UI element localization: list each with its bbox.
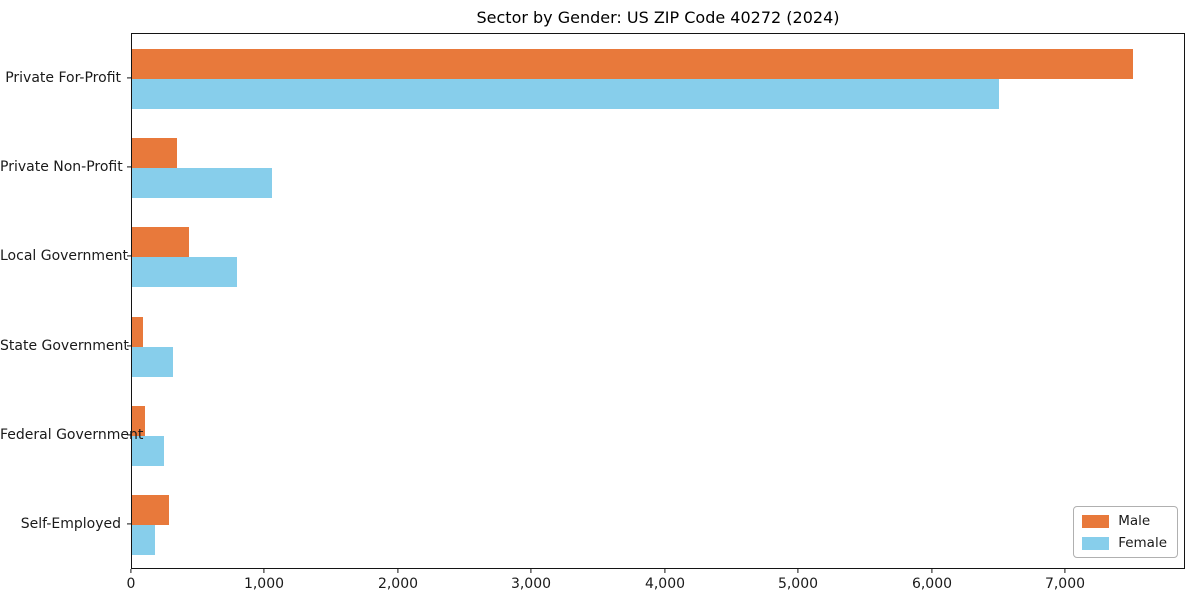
bar-male-self-employed	[132, 495, 169, 525]
legend-item-female: Female	[1082, 535, 1167, 551]
legend: Male Female	[1073, 506, 1178, 558]
plot-area: Male Female	[131, 33, 1185, 569]
legend-label: Male	[1118, 513, 1151, 529]
bar-male-state-government	[132, 317, 143, 347]
x-tick-mark	[931, 569, 933, 573]
x-tick-label: 4,000	[644, 576, 686, 592]
x-tick-mark	[263, 569, 265, 573]
legend-swatch-female	[1082, 536, 1110, 550]
y-tick-label: Private Non-Profit	[0, 159, 123, 175]
y-tick-label: Self-Employed	[20, 516, 121, 532]
y-tick-mark	[127, 166, 131, 168]
y-tick-label: Local Government	[0, 248, 129, 264]
x-tick-mark	[664, 569, 666, 573]
x-tick-label: 2,000	[377, 576, 419, 592]
bar-female-private-non-profit	[132, 168, 272, 198]
bar-female-state-government	[132, 347, 173, 377]
y-tick-label: Private For-Profit	[5, 70, 121, 86]
bar-male-private-for-profit	[132, 49, 1133, 79]
chart-title: Sector by Gender: US ZIP Code 40272 (202…	[476, 8, 840, 27]
y-tick-label: Federal Government	[0, 427, 144, 443]
bar-female-private-for-profit	[132, 79, 999, 109]
bar-male-federal-government	[132, 406, 145, 436]
x-tick-mark	[397, 569, 399, 573]
x-tick-label: 5,000	[777, 576, 819, 592]
x-tick-label: 3,000	[510, 576, 552, 592]
x-tick-mark	[530, 569, 532, 573]
y-tick-mark	[127, 345, 131, 347]
x-tick-label: 6,000	[911, 576, 953, 592]
bar-male-private-non-profit	[132, 138, 177, 168]
x-tick-mark	[797, 569, 799, 573]
x-tick-label: 0	[126, 576, 136, 592]
legend-item-male: Male	[1082, 513, 1167, 529]
x-tick-mark	[1064, 569, 1066, 573]
y-tick-mark	[127, 523, 131, 525]
legend-label: Female	[1118, 535, 1167, 551]
legend-swatch-male	[1082, 514, 1110, 528]
y-tick-mark	[127, 255, 131, 257]
y-tick-label: State Government	[0, 338, 129, 354]
y-tick-mark	[127, 434, 131, 436]
bar-female-local-government	[132, 257, 237, 287]
y-tick-mark	[127, 77, 131, 79]
x-tick-mark	[130, 569, 132, 573]
bar-male-local-government	[132, 227, 189, 257]
x-tick-label: 7,000	[1044, 576, 1086, 592]
x-tick-label: 1,000	[243, 576, 285, 592]
bar-female-self-employed	[132, 525, 155, 555]
bar-female-federal-government	[132, 436, 164, 466]
